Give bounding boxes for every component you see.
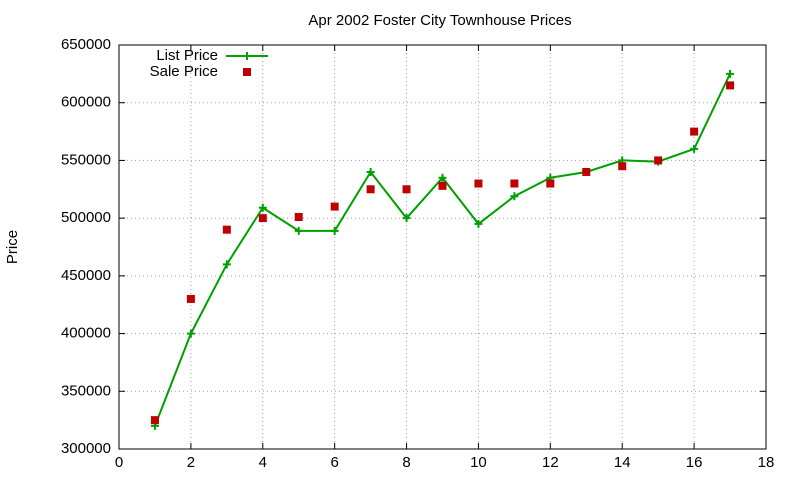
data-point [546, 179, 555, 188]
x-tick-label: 14 [614, 454, 631, 471]
x-tick-label: 16 [686, 454, 703, 471]
y-tick-label: 300000 [61, 440, 111, 457]
y-tick-label: 600000 [61, 94, 111, 111]
data-point [186, 294, 195, 303]
data-point [690, 127, 699, 136]
data-point [258, 214, 267, 223]
data-point [402, 185, 411, 194]
data-point [726, 69, 735, 78]
data-point [150, 416, 159, 425]
data-point [366, 185, 375, 194]
y-tick-label: 400000 [61, 325, 111, 342]
legend-label: Sale Price [150, 63, 218, 80]
data-point [222, 225, 231, 234]
y-tick-label: 450000 [61, 267, 111, 284]
data-point [222, 260, 231, 269]
x-tick-label: 18 [758, 454, 775, 471]
x-tick-label: 10 [470, 454, 487, 471]
data-point [618, 162, 627, 171]
data-point [474, 179, 483, 188]
data-point [654, 156, 663, 165]
data-point [438, 181, 447, 190]
data-point [438, 173, 447, 182]
data-point [510, 179, 519, 188]
y-tick-label: 350000 [61, 382, 111, 399]
data-point [726, 81, 735, 90]
x-tick-label: 6 [330, 454, 338, 471]
data-point [330, 202, 339, 211]
x-tick-label: 4 [259, 454, 267, 471]
x-tick-label: 12 [542, 454, 559, 471]
legend-label: List Price [156, 47, 218, 64]
data-point [366, 167, 375, 176]
data-point [402, 214, 411, 223]
data-point [474, 219, 483, 228]
data-point [294, 226, 303, 235]
data-point [186, 329, 195, 338]
y-axis-label: Price [4, 230, 21, 264]
data-point [330, 226, 339, 235]
data-point [258, 203, 267, 212]
legend-swatch [243, 68, 251, 76]
x-tick-label: 0 [115, 454, 123, 471]
series-line [154, 73, 731, 427]
plot-frame [118, 44, 767, 450]
legend-swatch [243, 52, 251, 60]
y-tick-label: 650000 [61, 36, 111, 53]
data-point [510, 192, 519, 201]
y-tick-label: 500000 [61, 209, 111, 226]
x-tick-label: 8 [402, 454, 410, 471]
y-tick-label: 550000 [61, 151, 111, 168]
data-point [294, 212, 303, 221]
data-point [690, 144, 699, 153]
data-point [582, 167, 591, 176]
x-tick-label: 2 [187, 454, 195, 471]
chart-title: Apr 2002 Foster City Townhouse Prices [308, 12, 571, 29]
